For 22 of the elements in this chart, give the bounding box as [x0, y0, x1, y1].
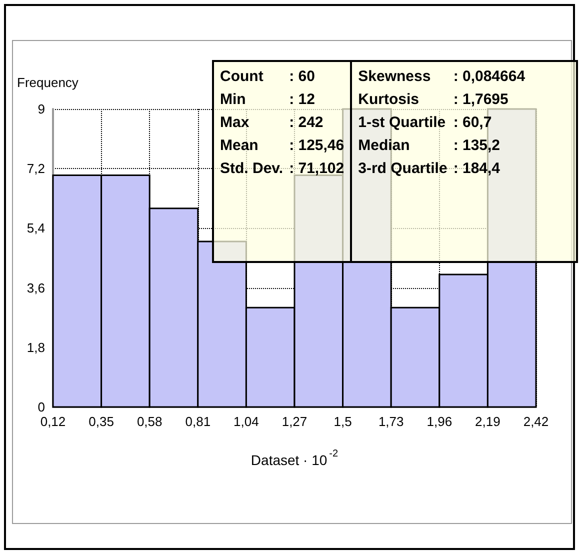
x-tick-label: 1,04	[234, 414, 259, 429]
x-tick-label: 2,42	[523, 414, 549, 429]
y-tick-label: 0	[38, 400, 45, 414]
annotation: 3-rd Quartile : 184,4	[358, 160, 502, 177]
y-tick-label: 3,6	[26, 280, 45, 296]
statistics-panel: Count : 60 Min : 12 Max : 242 Mean : 125,46 Std. Dev. : 71,102 Skewness : 0,084664 Kurtosis : 1,7695 1-st Quartile : 60,7 Median : 135,2 3-rd Quartile : 184,4	[212, 60, 578, 263]
y-tick-label: 9	[38, 102, 45, 116]
x-tick-label: 1,5	[334, 414, 352, 429]
x-tick-label: 1,27	[282, 414, 308, 429]
annotation: 1-st Quartile : 60,7	[358, 114, 493, 131]
x-tick-label: 0,81	[185, 414, 211, 429]
x-tick-label: 2,19	[475, 414, 500, 429]
y-tick-label: 7,2	[26, 161, 45, 176]
x-tick-label: 0,58	[136, 414, 162, 429]
x-tick-label: 0,35	[88, 414, 114, 429]
y-tick-label: 1,8	[26, 340, 45, 355]
x-tick-label: 1,96	[426, 414, 452, 429]
y-tick-label: 5,4	[26, 220, 45, 236]
x-tick-label: 0,12	[40, 414, 66, 429]
x-tick-label: 1,73	[378, 414, 404, 429]
y-axis-title: Frequency	[17, 75, 79, 90]
annotation: Std. Dev. : 71,102	[220, 160, 344, 177]
